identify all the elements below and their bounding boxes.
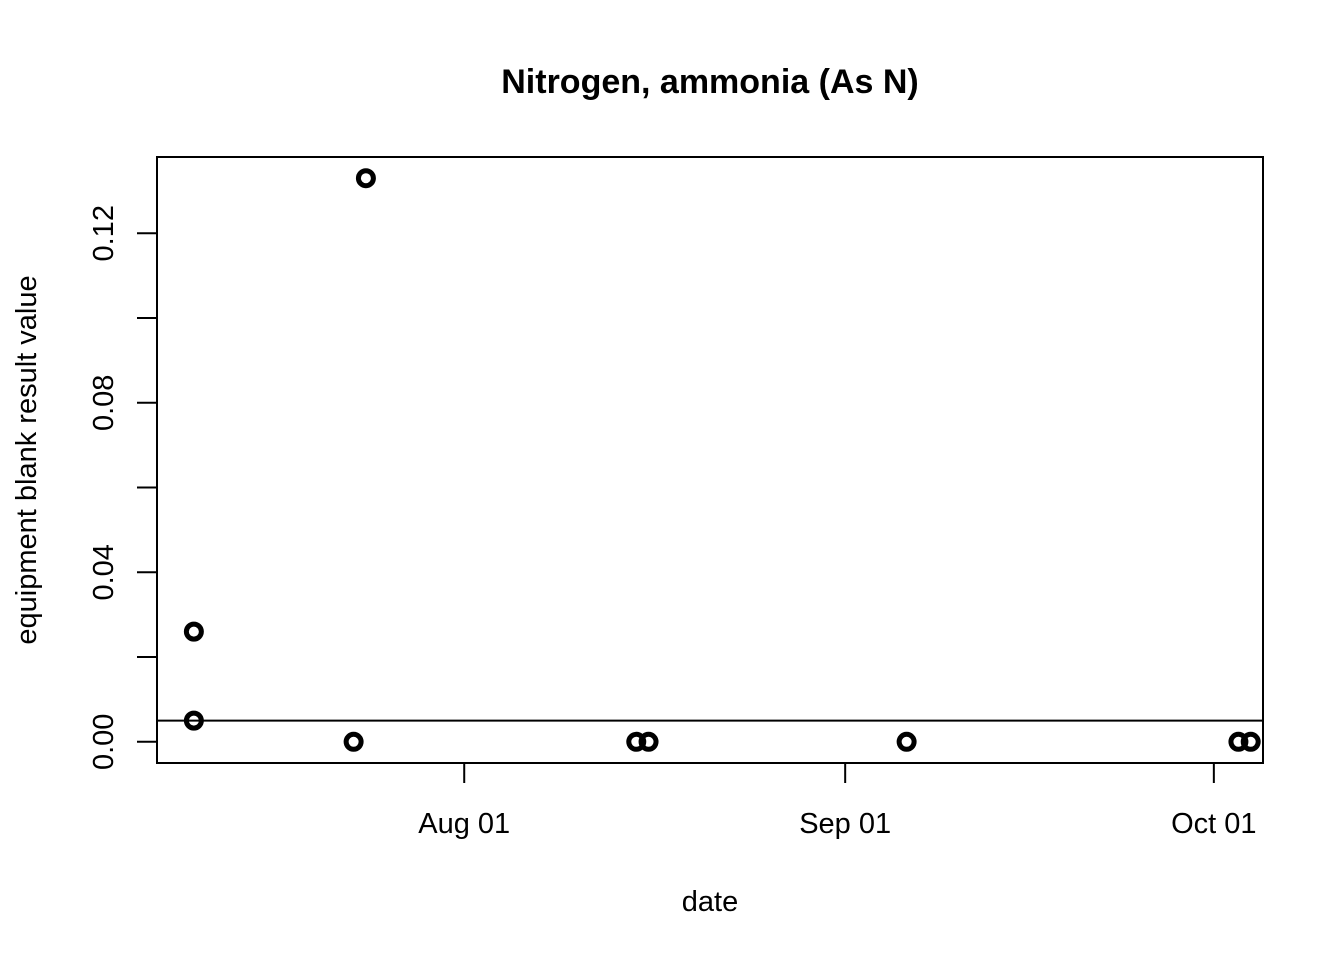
x-axis-label: date	[682, 886, 738, 918]
y-tick-label: 0.04	[88, 544, 120, 600]
y-tick-label: 0.00	[88, 714, 120, 770]
x-tick-label: Sep 01	[799, 808, 891, 840]
y-axis-label: equipment blank result value	[11, 275, 43, 644]
data-point	[183, 710, 204, 731]
y-tick-label: 0.08	[88, 375, 120, 431]
x-tick-label: Aug 01	[418, 808, 510, 840]
y-tick-label: 0.12	[88, 205, 120, 261]
data-point	[896, 731, 917, 752]
data-point	[183, 621, 204, 642]
chart-title: Nitrogen, ammonia (As N)	[501, 63, 918, 101]
x-axis: Aug 01 Sep 01 Oct 01	[418, 763, 1257, 840]
data-point	[1228, 731, 1249, 752]
x-tick-label: Oct 01	[1171, 808, 1256, 840]
y-axis: 0.00 0.04 0.08 0.12	[88, 205, 157, 770]
data-point	[626, 731, 647, 752]
data-point	[343, 731, 364, 752]
data-points	[183, 168, 1261, 752]
data-point	[1240, 731, 1261, 752]
data-point	[355, 168, 376, 189]
data-point	[638, 731, 659, 752]
plot-area-frame	[156, 156, 1264, 764]
